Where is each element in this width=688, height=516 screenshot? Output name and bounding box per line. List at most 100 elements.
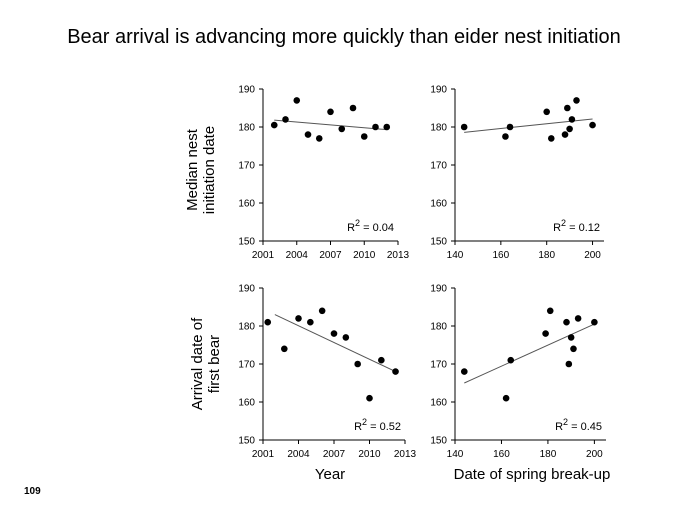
data-point: [304, 131, 312, 138]
data-point: [591, 318, 598, 326]
y-tick-label: 180: [238, 123, 255, 134]
x-tick-label: 180: [540, 449, 557, 460]
column-label-breakup: Date of spring break-up: [453, 466, 611, 483]
x-tick-label: 2001: [252, 250, 275, 261]
data-point: [327, 108, 334, 116]
x-tick-label: 160: [493, 449, 510, 460]
data-point: [293, 97, 301, 104]
slide-title: Bear arrival is advancing more quickly t…: [67, 26, 621, 48]
data-point: [282, 116, 289, 123]
r-squared-label: R2 = 0.52: [354, 417, 401, 433]
data-point: [506, 123, 514, 131]
data-point: [383, 123, 391, 131]
y-tick-label: 180: [430, 123, 447, 134]
data-point: [566, 125, 573, 133]
y-tick-label: 160: [430, 199, 447, 210]
x-tick-label: 180: [538, 250, 555, 261]
r-squared-sup: 2: [362, 417, 367, 427]
y-tick-label: 190: [430, 85, 447, 96]
r-squared-label: R2 = 0.04: [347, 218, 394, 234]
x-tick-label: 2013: [394, 449, 417, 460]
r-squared-value: = 0.12: [566, 222, 600, 234]
data-point: [546, 307, 554, 315]
column-label-year: Year: [314, 466, 346, 483]
data-point: [270, 121, 278, 129]
r-squared-r: R: [553, 222, 561, 234]
data-point: [502, 133, 509, 140]
data-point: [295, 315, 302, 322]
data-point: [570, 345, 577, 353]
data-point: [460, 123, 468, 131]
r-squared-sup: 2: [355, 218, 360, 228]
data-point: [354, 360, 361, 368]
data-point: [315, 135, 323, 142]
trend-line: [274, 314, 396, 373]
data-point: [589, 121, 596, 129]
data-point: [543, 108, 550, 116]
data-point: [561, 131, 569, 138]
data-point: [330, 330, 338, 337]
y-tick-label: 160: [238, 199, 255, 210]
x-tick-label: 2001: [252, 449, 275, 460]
x-tick-label: 200: [586, 449, 603, 460]
data-point: [563, 318, 570, 326]
x-tick-label: 2010: [353, 250, 376, 261]
r-squared-label: R2 = 0.12: [553, 218, 600, 234]
y-tick-label: 190: [238, 284, 255, 295]
data-point: [366, 394, 373, 402]
data-point: [565, 360, 573, 368]
r-squared-r: R: [555, 421, 563, 433]
r-squared-value: = 0.45: [568, 421, 602, 433]
data-point: [372, 123, 379, 131]
x-tick-label: 2007: [323, 449, 346, 460]
x-tick-label: 140: [447, 250, 464, 261]
r-squared-value: = 0.04: [360, 222, 394, 234]
y-tick-label: 170: [430, 360, 447, 371]
y-tick-label: 190: [430, 284, 447, 295]
r-squared-value: = 0.52: [367, 421, 401, 433]
slide-number: 109: [24, 486, 41, 497]
y-tick-label: 170: [238, 360, 255, 371]
data-point: [349, 104, 357, 112]
r-squared-sup: 2: [563, 417, 568, 427]
data-point: [360, 133, 368, 140]
y-tick-label: 190: [238, 85, 255, 96]
data-point: [338, 125, 346, 133]
r-squared-sup: 2: [561, 218, 566, 228]
data-point: [568, 116, 576, 123]
data-point: [542, 330, 549, 337]
x-tick-label: 2004: [286, 250, 309, 261]
x-tick-label: 2007: [319, 250, 342, 261]
data-point: [574, 315, 582, 322]
y-tick-label: 150: [238, 436, 255, 447]
data-point: [318, 307, 326, 315]
data-point: [573, 97, 580, 104]
y-tick-label: 150: [430, 436, 447, 447]
y-tick-label: 160: [430, 398, 447, 409]
y-tick-label: 160: [238, 398, 255, 409]
r-squared-r: R: [354, 421, 362, 433]
data-point: [342, 334, 350, 341]
data-point: [507, 356, 515, 364]
x-tick-label: 160: [493, 250, 510, 261]
chart-bear-vs-year: 150 160 170 180 190 2001 2004 2007 2010 2013 R2 = …: [238, 284, 416, 461]
y-tick-label: 180: [430, 322, 447, 333]
data-point: [264, 318, 272, 326]
x-tick-label: 2010: [358, 449, 381, 460]
trend-line: [274, 119, 387, 131]
data-point: [547, 135, 555, 142]
x-tick-label: 2004: [287, 449, 310, 460]
data-point: [564, 104, 571, 112]
y-tick-label: 180: [238, 322, 255, 333]
y-tick-label: 170: [238, 161, 255, 172]
data-point: [392, 368, 399, 375]
data-point: [307, 318, 314, 326]
x-tick-label: 200: [584, 250, 601, 261]
y-tick-label: 150: [238, 237, 255, 248]
x-tick-label: 2013: [387, 250, 410, 261]
chart-nest-vs-breakup: 150 160 170 180 190 140 160 180 200 R2 = 0.12: [430, 85, 604, 261]
x-tick-label: 140: [447, 449, 464, 460]
r-squared-label: R2 = 0.45: [555, 417, 602, 433]
